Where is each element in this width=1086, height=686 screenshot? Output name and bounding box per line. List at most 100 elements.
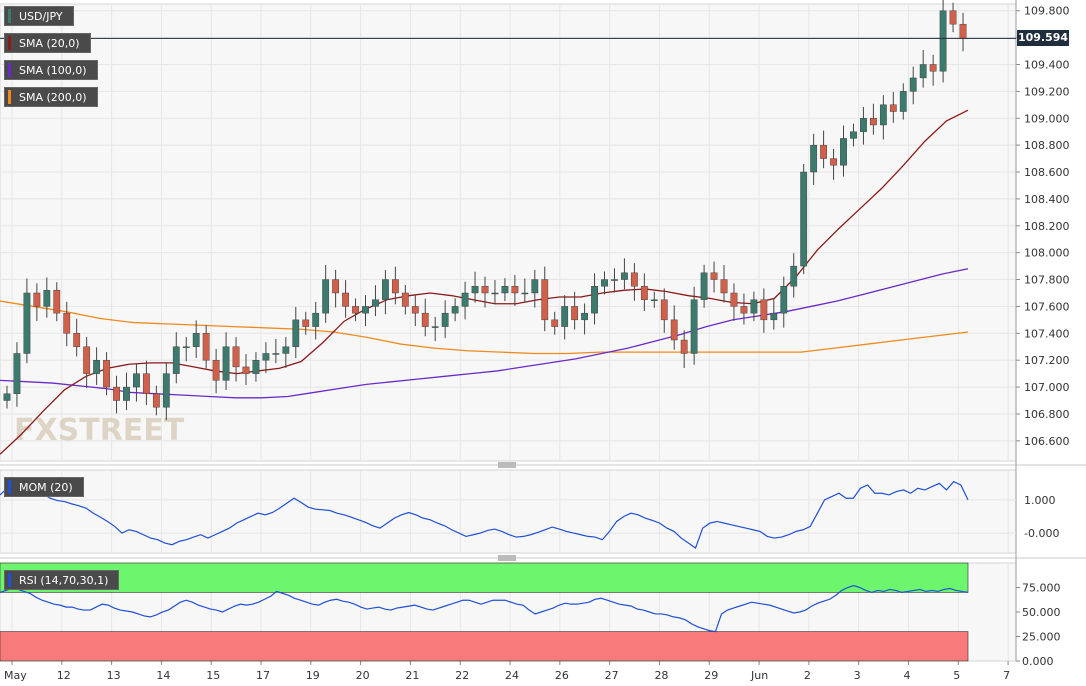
candle-body (630, 272, 638, 287)
legend-swatch (8, 63, 11, 77)
candle-body (332, 279, 340, 294)
candle-body (621, 272, 628, 280)
candle-body (919, 64, 927, 79)
pane-background (0, 3, 1017, 462)
x-tick-label: 29 (704, 669, 718, 682)
candle-body (810, 144, 818, 173)
candle-body (481, 286, 489, 294)
candle-body (949, 10, 957, 25)
candle-body (342, 292, 349, 307)
x-tick-label: 26 (555, 669, 569, 682)
legend-sma100[interactable]: SMA (100,0) (4, 60, 98, 80)
candle-body (840, 138, 847, 166)
candle-body (152, 393, 160, 408)
candle-body (501, 286, 509, 294)
x-tick-label: 5 (953, 669, 960, 682)
candle-body (312, 312, 320, 327)
candle-body (720, 279, 728, 294)
candle-body (133, 373, 140, 388)
x-tick-label: 3 (854, 669, 861, 682)
candle-body (461, 292, 469, 307)
y-tick-label: 106.600 (1024, 435, 1070, 448)
y-tick-label: 106.800 (1024, 408, 1070, 421)
candle-body (650, 299, 658, 301)
candle-body (800, 171, 808, 267)
x-tick-label: 4 (903, 669, 910, 682)
y-tick-label: 107.600 (1024, 300, 1070, 313)
candle-body (3, 393, 11, 401)
candle-body (93, 359, 100, 374)
candle-body (521, 292, 529, 295)
candle-body (770, 312, 778, 321)
candle-body (601, 279, 608, 287)
y-tick-label: 50.000 (1022, 606, 1061, 619)
candle-body (172, 346, 180, 374)
candle-body (591, 286, 598, 314)
x-tick-label: 19 (306, 669, 320, 682)
candle-body (541, 279, 549, 321)
legend-sma20-text: SMA (20,0) (19, 37, 80, 50)
x-tick-label: 12 (57, 669, 71, 682)
legend-swatch (8, 36, 11, 50)
y-tick-label: 108.000 (1024, 247, 1070, 260)
sma200-line (0, 300, 969, 355)
y-tick-label: 107.400 (1024, 327, 1070, 340)
rsi-line (0, 584, 969, 633)
candle-body (292, 319, 300, 347)
candle-body (780, 286, 788, 314)
legend-mom-text: MOM (20) (19, 481, 73, 494)
y-tick-label: 108.400 (1024, 193, 1070, 206)
x-tick-label: 14 (156, 669, 170, 682)
pane-background (0, 469, 1017, 554)
y-tick-label: 108.200 (1024, 220, 1070, 233)
y-tick-label: 107.800 (1024, 274, 1070, 287)
candle-body (850, 131, 857, 139)
candle-body (730, 292, 738, 307)
candle-body (372, 299, 379, 307)
legend-sma200[interactable]: SMA (200,0) (4, 87, 98, 107)
candle-body (352, 306, 359, 314)
candle-body (511, 286, 519, 294)
legend-symbol-text: USD/JPY (19, 10, 63, 23)
candle-body (73, 333, 81, 347)
legend-symbol[interactable]: USD/JPY (4, 6, 74, 26)
legend-sma20[interactable]: SMA (20,0) (4, 33, 91, 53)
legend-swatch (8, 9, 11, 23)
candle-body (750, 299, 758, 314)
x-tick-label: 15 (206, 669, 220, 682)
y-tick-label: 75.000 (1022, 582, 1061, 595)
candle-body (551, 319, 559, 327)
legend-sma200-text: SMA (200,0) (19, 91, 87, 104)
x-tick-label: 22 (455, 669, 469, 682)
candle-body (860, 118, 867, 132)
x-tick-label: 24 (505, 669, 519, 682)
candle-body (760, 299, 768, 321)
pane-resize-handle[interactable] (498, 555, 516, 561)
y-tick-label: 109.000 (1024, 112, 1070, 125)
candle-body (820, 144, 827, 159)
candle-body (870, 118, 877, 126)
candle-body (680, 339, 688, 354)
candle-body (790, 265, 798, 287)
candle-body (252, 359, 260, 374)
candle-body (202, 333, 210, 361)
candle-body (411, 306, 419, 314)
candle-body (640, 286, 648, 300)
candle-body (909, 77, 917, 92)
pane-resize-handle[interactable] (498, 462, 516, 468)
candle-body (272, 353, 280, 355)
candle-body (143, 373, 150, 394)
candle-body (103, 359, 110, 388)
y-tick-label: 25.000 (1022, 631, 1061, 644)
candle-body (322, 279, 330, 314)
momentum-line (0, 480, 969, 549)
candle-body (401, 292, 409, 307)
legend-rsi[interactable]: RSI (14,70,30,1) (4, 570, 120, 590)
last-price-tag: 109.594 (1017, 30, 1069, 47)
legend-mom[interactable]: MOM (20) (4, 477, 84, 497)
x-tick-label: 13 (107, 669, 121, 682)
candle-body (471, 286, 479, 294)
legend-swatch (8, 573, 11, 587)
candle-body (491, 292, 499, 295)
candle-body (162, 373, 170, 408)
